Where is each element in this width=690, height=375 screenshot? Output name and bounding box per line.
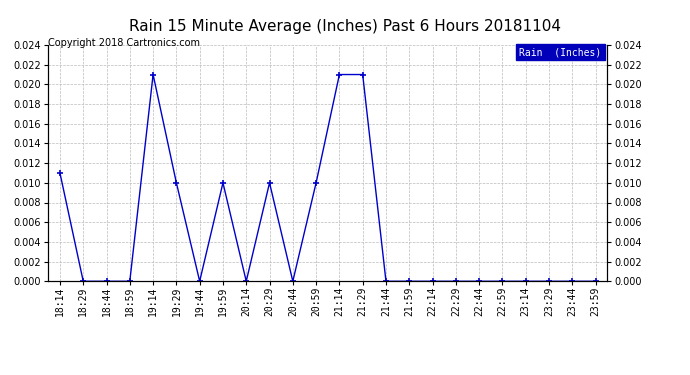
Text: Rain  (Inches): Rain (Inches) — [520, 47, 602, 57]
Text: Copyright 2018 Cartronics.com: Copyright 2018 Cartronics.com — [48, 38, 200, 48]
Text: Rain 15 Minute Average (Inches) Past 6 Hours 20181104: Rain 15 Minute Average (Inches) Past 6 H… — [129, 19, 561, 34]
